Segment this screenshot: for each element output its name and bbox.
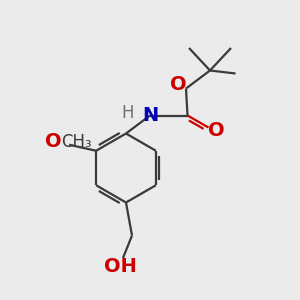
Text: H: H — [121, 103, 134, 122]
Text: CH₃: CH₃ — [61, 133, 92, 151]
Text: O: O — [45, 132, 62, 151]
Text: O: O — [208, 121, 224, 140]
Text: N: N — [142, 106, 158, 125]
Text: O: O — [170, 74, 187, 94]
Text: OH: OH — [103, 257, 136, 277]
